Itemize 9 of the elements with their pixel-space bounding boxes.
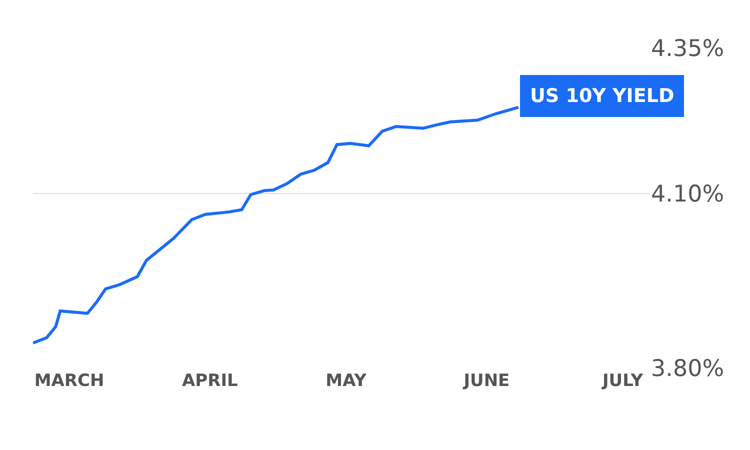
- y-tick-label: 4.35%: [651, 36, 724, 62]
- x-tick-label: JULY: [601, 371, 644, 391]
- annotation: US 10Y YIELD: [530, 85, 674, 107]
- y-tick-label: 4.10%: [651, 182, 724, 208]
- y-tick-label: 3.80%: [651, 356, 724, 382]
- x-tick-label: MAY: [326, 371, 368, 391]
- x-tick-label: JUNE: [462, 371, 510, 391]
- x-tick-label: APRIL: [182, 371, 238, 391]
- x-tick-label: MARCH: [34, 371, 104, 391]
